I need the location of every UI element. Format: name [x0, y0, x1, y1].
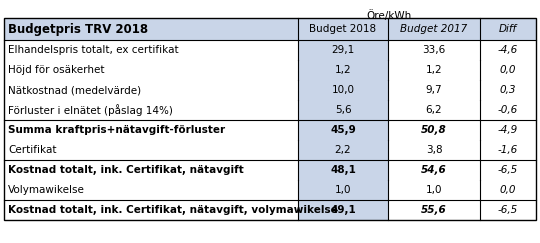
Text: -4,9: -4,9 [498, 125, 518, 135]
Text: 1,0: 1,0 [335, 185, 351, 195]
Text: 50,8: 50,8 [421, 125, 447, 135]
Text: Volymawikelse: Volymawikelse [8, 185, 85, 195]
Text: 1,2: 1,2 [335, 65, 352, 75]
Text: Budgetpris TRV 2018: Budgetpris TRV 2018 [8, 23, 148, 35]
Text: Höjd för osäkerhet: Höjd för osäkerhet [8, 65, 105, 75]
Bar [298, 40, 388, 60]
Text: Elhandelspris totalt, ex certifikat: Elhandelspris totalt, ex certifikat [8, 45, 179, 55]
Text: 5,6: 5,6 [335, 105, 352, 115]
Text: Förluster i elnätet (påslag 14%): Förluster i elnätet (påslag 14%) [8, 104, 173, 116]
Bar [298, 160, 388, 180]
Bar [4, 18, 536, 40]
Bar [298, 120, 388, 140]
Text: Nätkostnad (medelvärde): Nätkostnad (medelvärde) [8, 85, 141, 95]
Text: -1,6: -1,6 [498, 145, 518, 155]
Text: 48,1: 48,1 [330, 165, 356, 175]
Text: 1,2: 1,2 [426, 65, 442, 75]
Text: 29,1: 29,1 [332, 45, 355, 55]
Text: 9,7: 9,7 [426, 85, 442, 95]
Text: Öre/kWh: Öre/kWh [366, 10, 411, 21]
Bar [298, 100, 388, 120]
Text: 45,9: 45,9 [330, 125, 356, 135]
Text: 0,0: 0,0 [500, 185, 516, 195]
Text: Budget 2017: Budget 2017 [400, 24, 468, 34]
Text: 2,2: 2,2 [335, 145, 352, 155]
Text: -0,6: -0,6 [498, 105, 518, 115]
Text: Kostnad totalt, ink. Certifikat, nätavgift, volymawikelse: Kostnad totalt, ink. Certifikat, nätavgi… [8, 205, 338, 215]
Text: -6,5: -6,5 [498, 165, 518, 175]
Text: 0,0: 0,0 [500, 65, 516, 75]
Text: -4,6: -4,6 [498, 45, 518, 55]
Bar [298, 180, 388, 200]
Bar [298, 80, 388, 100]
Text: 1,0: 1,0 [426, 185, 442, 195]
Text: 54,6: 54,6 [421, 165, 447, 175]
Text: Certifikat: Certifikat [8, 145, 57, 155]
Text: 0,3: 0,3 [500, 85, 516, 95]
Text: Summa kraftpris+nätavgift-förluster: Summa kraftpris+nätavgift-förluster [8, 125, 225, 135]
Bar [298, 60, 388, 80]
Text: 10,0: 10,0 [332, 85, 354, 95]
Text: 3,8: 3,8 [426, 145, 442, 155]
Text: Diff: Diff [499, 24, 517, 34]
Bar [298, 140, 388, 160]
Text: Kostnad totalt, ink. Certifikat, nätavgift: Kostnad totalt, ink. Certifikat, nätavgi… [8, 165, 244, 175]
Text: 55,6: 55,6 [421, 205, 447, 215]
Text: Budget 2018: Budget 2018 [309, 24, 376, 34]
Bar [4, 18, 536, 220]
Bar [298, 200, 388, 220]
Text: 33,6: 33,6 [422, 45, 446, 55]
Text: 6,2: 6,2 [426, 105, 442, 115]
Text: 49,1: 49,1 [330, 205, 356, 215]
Text: -6,5: -6,5 [498, 205, 518, 215]
